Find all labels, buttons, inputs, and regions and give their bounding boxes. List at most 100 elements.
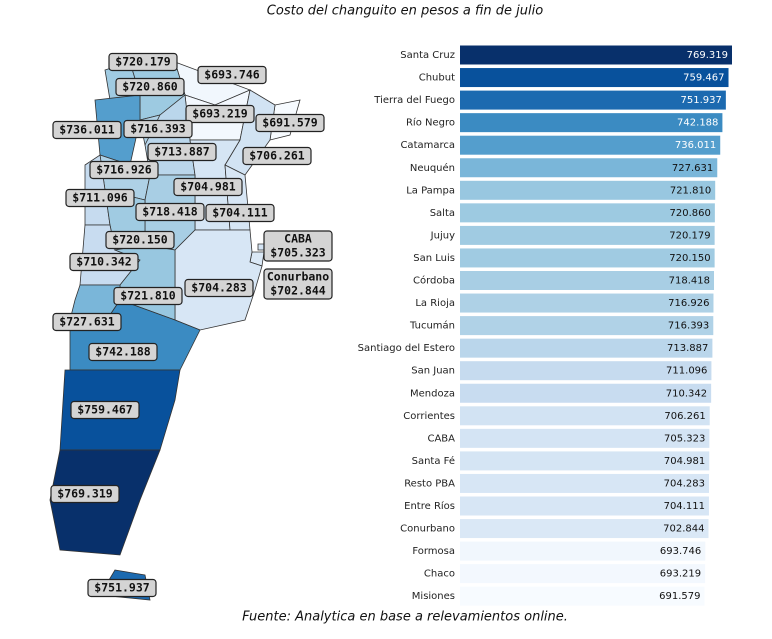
value-label: 711.096 — [666, 366, 707, 377]
y-tick-label: Córdoba — [413, 275, 455, 287]
value-label: $720.860 — [122, 80, 177, 94]
value-label: $693.219 — [192, 107, 247, 121]
bar — [460, 203, 715, 223]
label-box — [263, 268, 333, 300]
value-label: 691.579 — [659, 591, 700, 602]
value-label: $720.150 — [112, 233, 167, 247]
y-tick-label: Corrientes — [403, 411, 455, 422]
value-label: 716.393 — [668, 321, 709, 332]
value-label: $710.342 — [76, 255, 131, 269]
label-box — [65, 188, 135, 208]
label-box — [88, 342, 158, 362]
y-tick-label: Tierra del Fuego — [373, 95, 455, 106]
y-tick-label: La Pampa — [406, 185, 455, 196]
value-label: 705.323 — [664, 433, 705, 444]
bar — [460, 271, 715, 290]
value-label: 759.467 — [683, 73, 724, 84]
label-box — [105, 230, 175, 250]
region-name: Conurbano — [267, 270, 329, 284]
bar — [460, 541, 706, 561]
value-label: 693.219 — [660, 569, 701, 580]
bar — [460, 316, 714, 336]
bar — [460, 406, 710, 426]
y-tick-label: Conurbano — [400, 524, 455, 535]
value-label: 706.261 — [664, 411, 705, 422]
label-box — [147, 142, 217, 162]
value-label: $704.111 — [212, 206, 267, 220]
bar — [460, 496, 709, 516]
map-labels: $720.179 $693.746 $720.860 $693.219 $691.579… — [50, 52, 333, 598]
bar — [460, 90, 726, 110]
y-tick-label: Santa Cruz — [400, 50, 455, 61]
bar — [460, 45, 732, 65]
y-tick-label: Neuquén — [410, 162, 455, 174]
y-tick-label: Entre Ríos — [404, 500, 455, 512]
label-box — [115, 77, 185, 97]
value-label: $693.746 — [204, 68, 259, 82]
y-tick-label: CABA — [427, 433, 455, 444]
value-label: $721.810 — [120, 289, 175, 303]
y-tick-label: Chaco — [424, 569, 455, 580]
value-label: $711.096 — [72, 191, 127, 205]
bar — [460, 473, 710, 493]
label-box — [205, 203, 275, 223]
bar-chart: Santa Cruz 769.319 Chubut 759.467 Tierra del… — [358, 45, 732, 606]
value-label: 693.746 — [660, 546, 701, 557]
value-label: 736.011 — [675, 140, 716, 151]
value-label: 704.111 — [664, 501, 705, 512]
value-label: 751.937 — [680, 95, 721, 106]
value-label: $716.393 — [130, 122, 185, 136]
y-tick-label: Resto PBA — [404, 478, 455, 489]
label-box — [89, 160, 159, 180]
value-label: 713.887 — [667, 343, 708, 354]
bar — [460, 293, 714, 313]
label-box — [87, 578, 157, 598]
bar — [460, 68, 729, 88]
bar — [460, 519, 709, 539]
value-label: 704.283 — [664, 478, 705, 489]
label-box — [135, 202, 205, 222]
bar — [460, 451, 710, 471]
bar — [460, 361, 712, 381]
value-label: $704.283 — [191, 281, 246, 295]
value-label: 721.810 — [670, 185, 711, 196]
value-label: $706.261 — [249, 149, 304, 163]
y-tick-label: Río Negro — [406, 117, 455, 129]
bar — [460, 586, 705, 606]
value-label: 716.926 — [668, 298, 709, 309]
label-box — [69, 252, 139, 272]
label-box — [50, 484, 120, 504]
bar — [460, 225, 715, 245]
y-tick-label: Santiago del Estero — [358, 343, 455, 354]
label-box — [185, 104, 255, 124]
value-label: 769.319 — [687, 50, 728, 61]
label-box — [108, 52, 178, 72]
bar — [460, 564, 706, 584]
region-name: CABA — [284, 232, 312, 246]
value-label: $736.011 — [59, 123, 114, 137]
value-label: $716.926 — [96, 163, 151, 177]
value-label: $769.319 — [57, 487, 112, 501]
bar — [460, 248, 715, 268]
value-label: $742.188 — [95, 345, 150, 359]
y-tick-label: San Luis — [413, 253, 455, 264]
y-tick-label: Jujuy — [430, 230, 455, 241]
y-tick-label: San Juan — [411, 366, 455, 377]
label-box — [184, 278, 254, 298]
label-box — [70, 400, 140, 420]
value-label: 710.342 — [666, 388, 707, 399]
chart-title: Costo del changuito en pesos a fin de ju… — [267, 4, 543, 19]
value-label: 720.860 — [670, 208, 711, 219]
value-label: 718.418 — [669, 276, 710, 287]
label-box — [52, 120, 122, 140]
value-label: $691.579 — [262, 116, 317, 130]
y-tick-label: Formosa — [412, 546, 455, 557]
value-label: $704.981 — [180, 180, 235, 194]
label-box — [173, 177, 243, 197]
value-label: 720.150 — [669, 253, 710, 264]
label-box — [113, 286, 183, 306]
bar — [460, 338, 713, 358]
label-box — [263, 230, 333, 262]
bar — [460, 180, 716, 200]
